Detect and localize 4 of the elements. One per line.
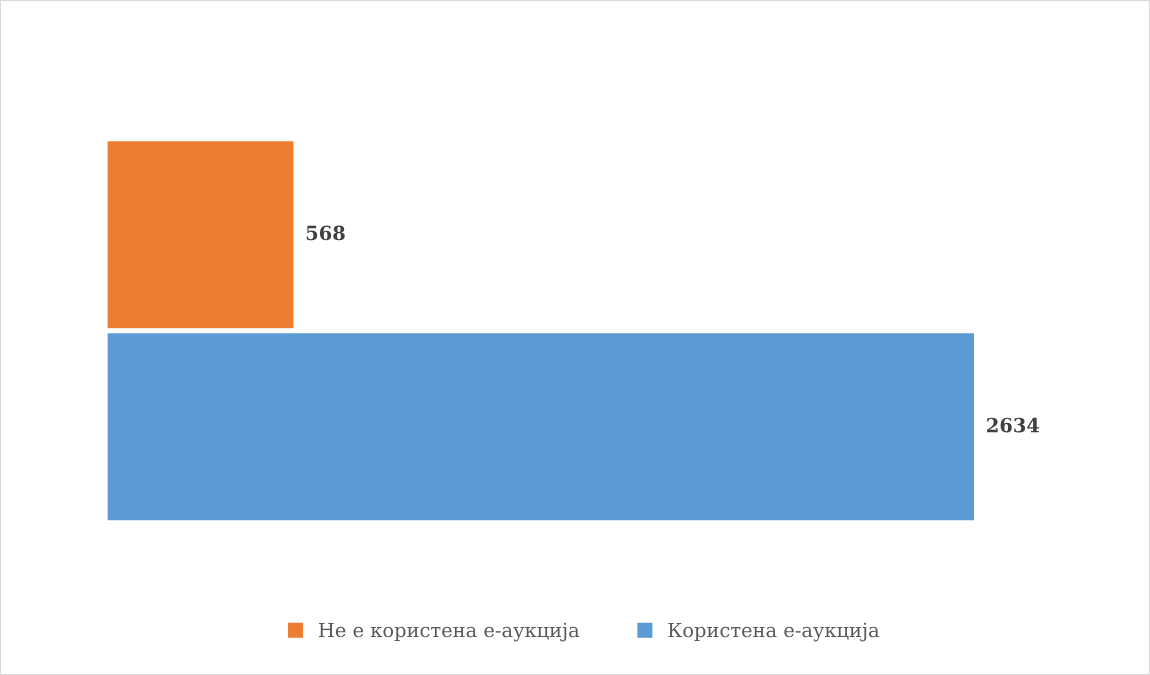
data-label: 568 [306, 225, 345, 241]
legend-label: Не е користена е-аукција [318, 622, 580, 642]
legend-label: Користена е-аукција [668, 622, 880, 642]
data-label: 2634 [987, 417, 1040, 433]
